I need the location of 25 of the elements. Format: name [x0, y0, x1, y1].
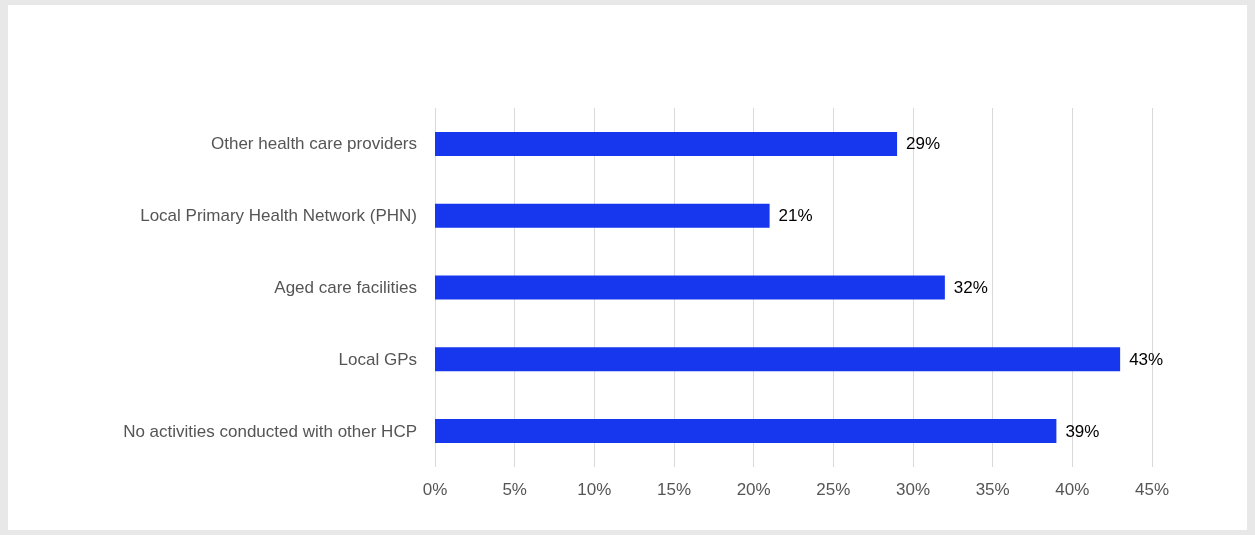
y-tick-label: Aged care facilities — [274, 278, 417, 297]
data-label: 29% — [906, 134, 941, 154]
y-tick-label: No activities conducted with other HCP — [123, 421, 417, 441]
data-label: 32% — [953, 278, 988, 297]
bar — [435, 419, 1057, 444]
x-tick-label: 40% — [1055, 480, 1090, 499]
x-tick-label: 45% — [1134, 480, 1170, 499]
x-tick-label: 0% — [422, 480, 448, 499]
bar — [435, 203, 770, 228]
y-tick-label: Local Primary Health Network (PHN) — [140, 206, 417, 226]
y-tick-label: Local GPs — [338, 349, 417, 369]
data-label: 43% — [1129, 349, 1164, 369]
data-label: 21% — [778, 206, 813, 226]
x-tick-label: 35% — [975, 480, 1010, 499]
x-tick-label: 25% — [816, 480, 851, 499]
y-tick-label: Other health care providers — [211, 134, 417, 154]
bar — [435, 275, 945, 300]
x-tick-label: 5% — [502, 480, 527, 499]
x-tick-label: 30% — [895, 480, 931, 499]
x-tick-label: 20% — [736, 480, 771, 499]
data-label: 39% — [1065, 421, 1100, 441]
bar — [435, 131, 898, 156]
x-tick-label: 10% — [577, 480, 612, 499]
bar — [435, 347, 1121, 372]
x-tick-label: 15% — [656, 480, 692, 499]
